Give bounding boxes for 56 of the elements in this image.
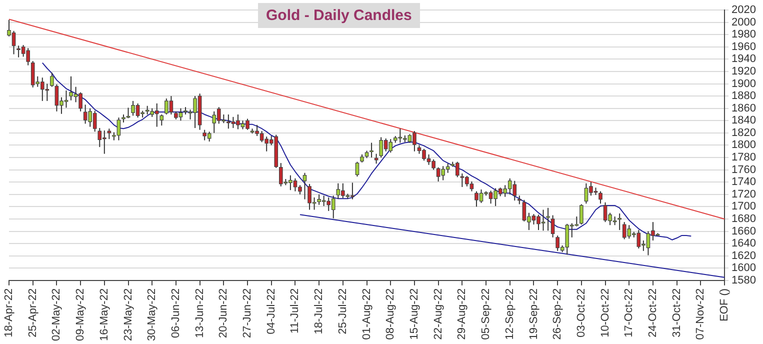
y-tick-label: 1580 xyxy=(732,274,756,286)
x-tick-label: 26-Sep-22 xyxy=(552,288,564,340)
y-tick-label: 1600 xyxy=(732,262,756,274)
y-tick-label: 1720 xyxy=(732,188,756,200)
x-tick-label: 19-Sep-22 xyxy=(528,288,540,340)
y-tick-label: 1780 xyxy=(732,152,756,164)
chart-title: Gold - Daily Candles xyxy=(258,3,420,28)
x-tick-label: 12-Sep-22 xyxy=(504,288,516,340)
y-tick-label: 1800 xyxy=(732,139,756,152)
y-tick-label: 1700 xyxy=(732,200,756,213)
x-tick-label: 06-Jun-22 xyxy=(170,288,182,338)
x-tick-label: 29-Aug-22 xyxy=(456,288,468,340)
y-tick-label: 1680 xyxy=(732,212,756,225)
y-tick-label: 1880 xyxy=(732,90,756,102)
y-tick-label: 1660 xyxy=(732,225,756,238)
x-tick-label: 18-Apr-22 xyxy=(3,288,16,338)
x-tick-label: 03-Oct-22 xyxy=(575,288,588,338)
y-tick-label: 1820 xyxy=(732,126,756,139)
x-tick-label: 01-Aug-22 xyxy=(360,288,373,340)
x-tick-label: 07-Nov-22 xyxy=(694,288,707,340)
x-tick-label: 02-May-22 xyxy=(50,288,63,341)
y-tick-label: 1960 xyxy=(732,40,756,53)
y-tick-label: 1620 xyxy=(732,250,756,262)
y-tick-label: 2000 xyxy=(732,16,756,28)
x-tick-label: 31-Oct-22 xyxy=(670,288,683,338)
x-tick-label: 27-Jun-22 xyxy=(242,288,254,338)
x-tick-label: 17-Oct-22 xyxy=(623,288,636,338)
y-tick-label: 1860 xyxy=(732,102,756,114)
x-tick-label: 09-May-22 xyxy=(74,288,87,341)
x-tick-label: 20-Jun-22 xyxy=(218,288,230,338)
x-tick-label: 10-Oct-22 xyxy=(599,288,612,338)
y-tick-label: 2020 xyxy=(732,4,756,16)
x-tick-label: 16-May-22 xyxy=(98,288,110,341)
x-tick-label: EOF () xyxy=(718,288,731,322)
x-tick-label: 18-Jul-22 xyxy=(313,288,326,334)
x-tick-label: 22-Aug-22 xyxy=(432,288,444,340)
y-tick-label: 1760 xyxy=(732,164,756,176)
x-tick-label: 15-Aug-22 xyxy=(408,288,420,340)
x-tick-label: 11-Jul-22 xyxy=(289,288,302,334)
y-tick-label: 1740 xyxy=(732,176,756,188)
x-tick-label: 04-Jul-22 xyxy=(265,288,278,334)
y-tick-label: 1840 xyxy=(732,114,756,127)
x-tick-label: 25-Jul-22 xyxy=(336,288,349,334)
y-tick-label: 1920 xyxy=(732,65,756,78)
y-tick-label: 1980 xyxy=(732,28,756,41)
y-tick-label: 1940 xyxy=(732,53,756,66)
y-tick-label: 1640 xyxy=(732,238,756,250)
y-tick-label: 1900 xyxy=(732,78,756,90)
x-tick-label: 25-Apr-22 xyxy=(26,288,39,338)
x-tick-label: 23-May-22 xyxy=(122,288,134,341)
candlestick xyxy=(50,72,54,88)
x-tick-label: 05-Sep-22 xyxy=(480,288,492,340)
x-tick-label: 30-May-22 xyxy=(146,288,158,341)
x-tick-label: 13-Jun-22 xyxy=(194,288,206,338)
x-tick-label: 08-Aug-22 xyxy=(384,288,397,340)
x-tick-label: 24-Oct-22 xyxy=(647,288,660,338)
